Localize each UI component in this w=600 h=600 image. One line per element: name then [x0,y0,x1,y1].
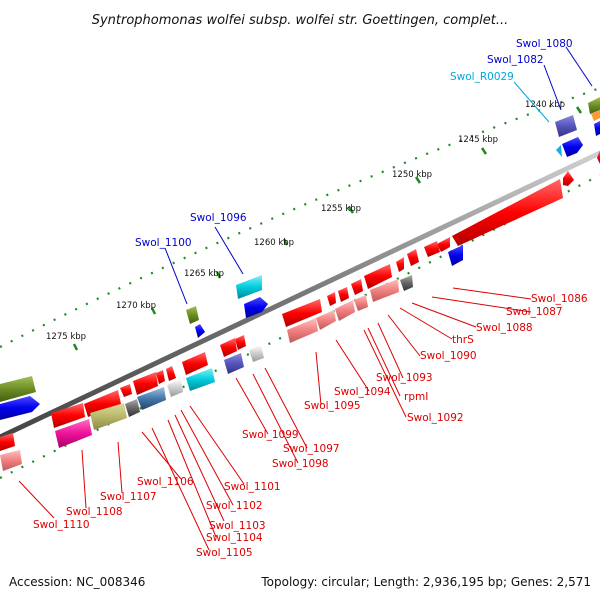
tick-label-1250: 1250 kbp [392,170,432,180]
gene-feature [396,257,404,272]
gene-feature [316,310,336,330]
gene-label: Swol_1098 [272,458,329,470]
gene-feature [220,338,237,357]
gene-label: Swol_1104 [206,532,263,544]
accession-text: Accession: NC_008346 [9,575,145,589]
gene-feature [51,403,85,428]
tick-label-1240: 1240 kbp [525,100,565,110]
gene-label: Swol_1087 [506,306,563,318]
gene-feature [354,295,368,311]
gene-feature [182,352,208,375]
gene-label: Swol_1101 [224,481,281,493]
rna-label: Swol_R0029 [450,71,514,83]
gene-feature [448,245,463,266]
gene-feature [338,287,349,302]
gene-feature [0,396,40,420]
gene-feature [186,368,215,391]
gene-feature [282,299,322,327]
gene-feature [0,450,22,471]
gene-feature [166,366,176,381]
gene-feature [249,345,264,362]
gene-feature [156,370,165,384]
gene-feature [287,318,318,343]
gene-label: Swol_1088 [476,322,533,334]
gene-feature [236,275,262,299]
gene-feature [120,384,132,397]
tick-label-1245: 1245 kbp [458,135,498,145]
gene-feature [125,399,140,417]
gene-feature [55,419,92,448]
gene-feature [562,137,583,157]
gene-feature [370,279,399,302]
gene-feature [400,275,413,291]
gene-label: Swol_1105 [196,547,253,559]
outer-scale-arc [0,86,600,348]
forward-strand-genes [0,97,600,420]
map-title: Syntrophomonas wolfei subsp. wolfei str.… [92,13,509,28]
gene-feature [244,297,268,318]
rna-feature [556,145,562,157]
gene-feature [591,110,600,121]
gene-label: Swol_1099 [242,429,299,441]
tick-label-1270: 1270 kbp [116,301,156,311]
gene-feature [137,387,166,410]
gene-label: Swol_1100 [135,237,192,249]
genome-backbone [0,150,600,440]
gene-feature [90,403,127,430]
gene-label: Swol_1086 [531,293,588,305]
forward-labels: Swol_1080 Swol_1082 Swol_R0029 Swol_1096… [135,38,573,249]
gene-label: Swol_1095 [304,400,361,412]
gene-feature [563,171,574,186]
gene-feature [0,433,15,451]
gene-feature [167,379,183,397]
tick-label-1275: 1275 kbp [46,332,86,342]
gene-label: Swol_1097 [283,443,340,455]
tick-label-1260: 1260 kbp [254,238,294,248]
tick-label-1265: 1265 kbp [184,269,224,279]
gene-feature [335,300,355,321]
gene-feature [186,306,199,324]
gene-feature [364,264,392,289]
gene-label: Swol_1096 [190,212,247,224]
gene-label: Swol_1094 [334,386,391,398]
reverse-strand-genes [0,150,600,471]
gene-feature [133,372,158,395]
gene-label: Swol_1103 [209,520,266,532]
gene-feature [84,390,121,417]
gene-label: Swol_1110 [33,519,90,531]
gene-label: Swol_1093 [376,372,433,384]
gene-feature [424,241,440,257]
reverse-labels: Swol_1086 Swol_1087 Swol_1088 thrS Swol_… [33,293,588,559]
gene-label: Swol_1106 [137,476,194,488]
gene-feature [235,335,246,350]
gene-label: Swol_1107 [100,491,157,503]
tick-label-1255: 1255 kbp [321,204,361,214]
major-ticks [72,106,583,351]
gene-label: Swol_1108 [66,506,123,518]
topology-summary: Topology: circular; Length: 2,936,195 bp… [260,575,591,589]
gene-feature [437,237,450,252]
gene-feature [224,353,244,374]
gene-feature [0,376,36,402]
gene-label: Swol_1082 [487,54,544,66]
gene-label: rpmI [404,391,428,403]
gene-feature [195,324,205,338]
gene-feature [452,179,563,246]
gene-label: Swol_1080 [516,38,573,50]
gene-feature [597,150,600,164]
gene-label: Swol_1090 [420,350,477,362]
gene-label: Swol_1092 [407,412,464,424]
gene-feature [594,121,600,136]
gene-feature [588,97,600,114]
gene-feature [555,115,577,137]
gene-label: thrS [452,334,474,346]
gene-label: Swol_1102 [206,500,263,512]
gene-feature [351,279,363,295]
label-leaders [18,46,593,551]
gene-feature [407,249,419,266]
gene-feature [327,292,336,306]
